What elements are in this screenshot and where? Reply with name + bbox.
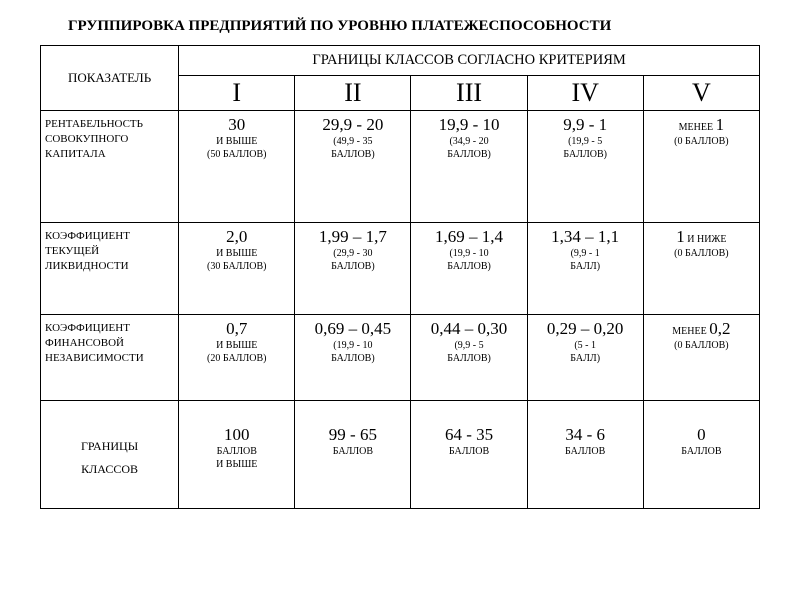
table-header-row-1: ПОКАЗАТЕЛЬ ГРАНИЦЫ КЛАССОВ СОГЛАСНО КРИТ… (41, 46, 760, 76)
class-roman: IV (527, 76, 643, 111)
cell-main: 100 (181, 425, 292, 445)
cell-sub: И ВЫШЕ (181, 339, 292, 352)
table-cell: МЕНЕЕ 1 (0 БАЛЛОВ) (643, 111, 759, 223)
table-cell: 34 - 6 БАЛЛОВ (527, 401, 643, 509)
cell-main: 0,44 – 0,30 (413, 319, 524, 339)
table-row: КОЭФФИЦИЕНТ ФИНАНСОВОЙ НЕЗАВИСИМОСТИ 0,7… (41, 315, 760, 401)
table-cell: 64 - 35 БАЛЛОВ (411, 401, 527, 509)
cell-sub: (49,9 - 35 (297, 135, 408, 148)
cell-sub: БАЛЛОВ) (297, 260, 408, 273)
cell-sub: (50 БАЛЛОВ) (181, 148, 292, 161)
cell-sub: (0 БАЛЛОВ) (646, 247, 757, 260)
cell-main: 34 - 6 (530, 425, 641, 445)
cell-sub: (0 БАЛЛОВ) (646, 135, 757, 148)
cell-main: 30 (181, 115, 292, 135)
cell-sub: БАЛЛОВ (530, 445, 641, 458)
cell-sub: БАЛЛОВ (297, 445, 408, 458)
cell-sub: (20 БАЛЛОВ) (181, 352, 292, 365)
table-cell: 1,34 – 1,1 (9,9 - 1 БАЛЛ) (527, 223, 643, 315)
table-row: ГРАНИЦЫ КЛАССОВ 100 БАЛЛОВ И ВЫШЕ 99 - 6… (41, 401, 760, 509)
cell-sub: (0 БАЛЛОВ) (646, 339, 757, 352)
cell-sub: БАЛЛ) (530, 352, 641, 365)
cell-sub: (5 - 1 (530, 339, 641, 352)
table-cell: 0,7 И ВЫШЕ (20 БАЛЛОВ) (179, 315, 295, 401)
cell-main: 1 И НИЖЕ (676, 234, 726, 245)
table-cell: 1 И НИЖЕ (0 БАЛЛОВ) (643, 223, 759, 315)
cell-sub: И ВЫШЕ (181, 135, 292, 148)
table-cell: 1,69 – 1,4 (19,9 - 10 БАЛЛОВ) (411, 223, 527, 315)
table-row: КОЭФФИЦИЕНТ ТЕКУЩЕЙ ЛИКВИДНОСТИ 2,0 И ВЫ… (41, 223, 760, 315)
cell-main: 9,9 - 1 (530, 115, 641, 135)
cell-sub: (30 БАЛЛОВ) (181, 260, 292, 273)
table-cell: 19,9 - 10 (34,9 - 20 БАЛЛОВ) (411, 111, 527, 223)
cell-sub: БАЛЛОВ) (413, 260, 524, 273)
table-cell: 9,9 - 1 (19,9 - 5 БАЛЛОВ) (527, 111, 643, 223)
cell-main: 29,9 - 20 (297, 115, 408, 135)
cell-sub: БАЛЛОВ (413, 445, 524, 458)
cell-main: 99 - 65 (297, 425, 408, 445)
table-cell: 0,44 – 0,30 (9,9 - 5 БАЛЛОВ) (411, 315, 527, 401)
classes-header: ГРАНИЦЫ КЛАССОВ СОГЛАСНО КРИТЕРИЯМ (179, 46, 760, 76)
cell-main: 1,69 – 1,4 (413, 227, 524, 247)
table-cell: 1,99 – 1,7 (29,9 - 30 БАЛЛОВ) (295, 223, 411, 315)
class-roman: II (295, 76, 411, 111)
row-label: КОЭФФИЦИЕНТ ТЕКУЩЕЙ ЛИКВИДНОСТИ (41, 223, 179, 315)
cell-sub: БАЛЛОВ) (530, 148, 641, 161)
row-label: РЕНТАБЕЛЬНОСТЬ СОВОКУПНОГО КАПИТАЛА (41, 111, 179, 223)
cell-sub: БАЛЛОВ) (297, 352, 408, 365)
table-cell: 99 - 65 БАЛЛОВ (295, 401, 411, 509)
cell-main: 0,29 – 0,20 (530, 319, 641, 339)
table-cell: 0,29 – 0,20 (5 - 1 БАЛЛ) (527, 315, 643, 401)
cell-main: 0,7 (181, 319, 292, 339)
cell-main: 1,99 – 1,7 (297, 227, 408, 247)
cell-sub: БАЛЛОВ) (413, 148, 524, 161)
page-title: ГРУППИРОВКА ПРЕДПРИЯТИЙ ПО УРОВНЮ ПЛАТЕЖ… (68, 18, 760, 35)
cell-sub: И ВЫШЕ (181, 458, 292, 471)
table-cell: 30 И ВЫШЕ (50 БАЛЛОВ) (179, 111, 295, 223)
table-cell: МЕНЕЕ 0,2 (0 БАЛЛОВ) (643, 315, 759, 401)
cell-sub: (19,9 - 10 (297, 339, 408, 352)
class-roman: III (411, 76, 527, 111)
table-cell: 2,0 И ВЫШЕ (30 БАЛЛОВ) (179, 223, 295, 315)
cell-main: 0 (646, 425, 757, 445)
cell-sub: И ВЫШЕ (181, 247, 292, 260)
table-cell: 29,9 - 20 (49,9 - 35 БАЛЛОВ) (295, 111, 411, 223)
cell-sub: БАЛЛОВ) (413, 352, 524, 365)
cell-main: 2,0 (181, 227, 292, 247)
cell-sub: БАЛЛОВ (646, 445, 757, 458)
cell-main: МЕНЕЕ 0,2 (672, 326, 730, 337)
cell-sub: (19,9 - 5 (530, 135, 641, 148)
class-roman: V (643, 76, 759, 111)
cell-sub: (9,9 - 1 (530, 247, 641, 260)
row-label: КОЭФФИЦИЕНТ ФИНАНСОВОЙ НЕЗАВИСИМОСТИ (41, 315, 179, 401)
cell-main: 0,69 – 0,45 (297, 319, 408, 339)
cell-sub: (19,9 - 10 (413, 247, 524, 260)
cell-sub: БАЛЛОВ (181, 445, 292, 458)
cell-sub: БАЛЛОВ) (297, 148, 408, 161)
cell-main: 19,9 - 10 (413, 115, 524, 135)
cell-main: МЕНЕЕ 1 (679, 122, 724, 133)
table-cell: 0,69 – 0,45 (19,9 - 10 БАЛЛОВ) (295, 315, 411, 401)
row-label: ГРАНИЦЫ КЛАССОВ (41, 401, 179, 509)
table-row: РЕНТАБЕЛЬНОСТЬ СОВОКУПНОГО КАПИТАЛА 30 И… (41, 111, 760, 223)
table-cell: 100 БАЛЛОВ И ВЫШЕ (179, 401, 295, 509)
cell-sub: (9,9 - 5 (413, 339, 524, 352)
cell-sub: БАЛЛ) (530, 260, 641, 273)
cell-main: 64 - 35 (413, 425, 524, 445)
solvency-table: ПОКАЗАТЕЛЬ ГРАНИЦЫ КЛАССОВ СОГЛАСНО КРИТ… (40, 45, 760, 509)
class-roman: I (179, 76, 295, 111)
cell-main: 1,34 – 1,1 (530, 227, 641, 247)
indicator-header: ПОКАЗАТЕЛЬ (41, 46, 179, 111)
cell-sub: (29,9 - 30 (297, 247, 408, 260)
table-cell: 0 БАЛЛОВ (643, 401, 759, 509)
cell-sub: (34,9 - 20 (413, 135, 524, 148)
